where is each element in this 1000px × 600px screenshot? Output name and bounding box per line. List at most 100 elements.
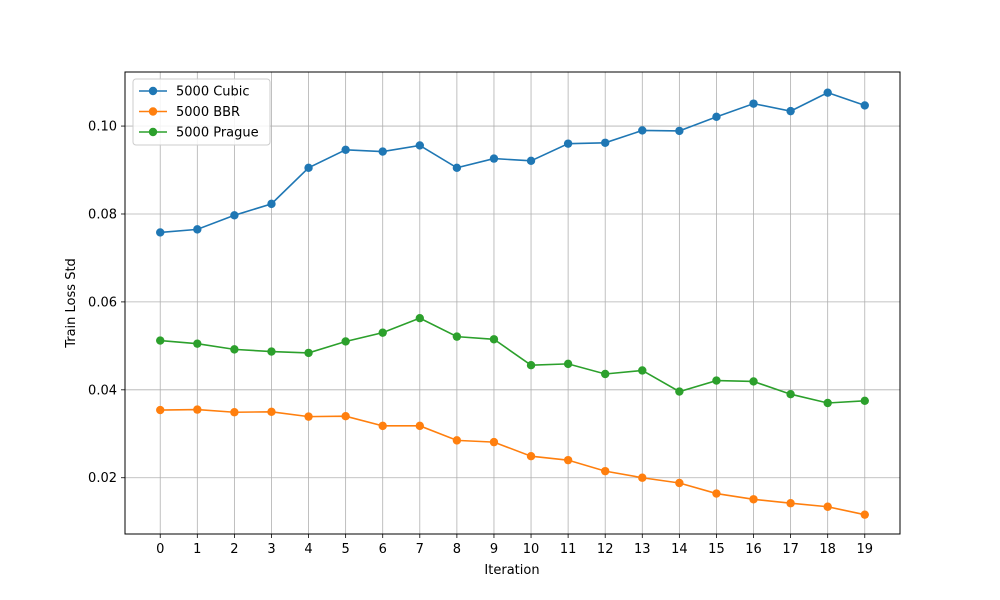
y-axis-ticks: 0.02 0.04 0.06 0.08 0.10 [88, 120, 125, 486]
data-point [563, 455, 573, 465]
data-point [860, 101, 869, 110]
data-point [823, 88, 832, 97]
series-0 [156, 88, 869, 237]
data-point [193, 339, 202, 348]
legend-label: 5000 Prague [176, 126, 259, 141]
data-point [415, 313, 424, 323]
data-point [786, 390, 795, 399]
data-point [749, 495, 758, 504]
data-point [823, 398, 832, 408]
data-point [193, 225, 202, 234]
data-point [712, 112, 721, 122]
x-tick-label: 4 [304, 542, 312, 557]
data-point [304, 348, 313, 358]
data-point [415, 421, 424, 431]
data-point [675, 126, 684, 136]
legend-item: 5000 BBR [139, 105, 240, 120]
data-point [230, 211, 239, 220]
data-point [675, 387, 684, 396]
data-point [378, 421, 387, 431]
data-point [267, 407, 276, 416]
data-point [749, 377, 758, 386]
series-2 [156, 313, 869, 408]
y-tick-label: 0.06 [88, 295, 117, 310]
data-point [638, 126, 647, 135]
x-tick-label: 15 [708, 542, 725, 557]
data-point [526, 156, 536, 165]
x-tick-label: 19 [856, 542, 873, 557]
data-point [489, 437, 499, 447]
x-tick-label: 1 [193, 542, 201, 557]
data-point [156, 228, 165, 237]
data-point [563, 359, 573, 369]
y-tick-label: 0.02 [88, 471, 117, 486]
legend-box [132, 78, 271, 146]
y-tick-label: 0.10 [88, 120, 117, 135]
x-tick-label: 16 [745, 542, 762, 557]
legend-item: 5000 Prague [139, 126, 259, 141]
series-line [160, 317, 865, 404]
data-point [452, 436, 462, 445]
x-axis-label: Iteration [484, 563, 539, 578]
data-point [526, 451, 536, 461]
data-point [526, 361, 536, 370]
data-point [823, 502, 832, 511]
data-point [304, 163, 313, 173]
x-tick-label: 17 [782, 542, 799, 557]
data-point [601, 466, 610, 476]
data-point [749, 99, 758, 108]
data-point [304, 412, 313, 421]
x-tick-label: 12 [597, 542, 614, 557]
data-point [563, 139, 573, 148]
x-tick-label: 11 [560, 542, 577, 557]
data-point [860, 396, 869, 406]
data-point [341, 337, 350, 346]
data-point [638, 366, 647, 375]
legend: 5000 Cubic 5000 BBR 5000 Prague [132, 78, 271, 146]
series-line [160, 408, 865, 516]
y-tick-label: 0.04 [88, 383, 117, 398]
y-axis-label: Train Loss Std [64, 258, 79, 349]
data-point [341, 145, 350, 155]
data-point [786, 499, 795, 508]
data-point [675, 478, 684, 488]
data-point [489, 335, 499, 344]
x-tick-label: 18 [819, 542, 836, 557]
data-point [267, 199, 276, 209]
data-point [378, 147, 387, 156]
x-tick-label: 3 [267, 542, 275, 557]
data-point [712, 489, 721, 498]
data-point [601, 369, 610, 379]
x-tick-label: 8 [453, 542, 461, 557]
x-tick-label: 13 [634, 542, 651, 557]
legend-marker [148, 127, 158, 137]
data-point [341, 411, 350, 421]
x-tick-label: 7 [416, 542, 424, 557]
data-point [267, 347, 276, 356]
data-point [156, 405, 165, 415]
data-point [638, 473, 647, 482]
x-tick-label: 5 [341, 542, 349, 557]
y-tick-label: 0.08 [88, 207, 117, 222]
legend-label: 5000 Cubic [176, 85, 250, 100]
data-point [860, 510, 869, 519]
x-axis-ticks: 0 1 2 3 4 5 6 7 8 9 10 11 12 13 14 15 16 17 18 19 [156, 534, 873, 557]
x-tick-label: 9 [490, 542, 498, 557]
data-point [489, 154, 499, 163]
series-1 [156, 405, 869, 519]
x-tick-label: 14 [671, 542, 688, 557]
data-point [193, 405, 202, 414]
x-tick-label: 0 [156, 542, 164, 557]
data-point [452, 163, 462, 173]
data-point [378, 328, 387, 337]
series-line [160, 91, 866, 234]
series-layer [156, 88, 869, 519]
legend-item: 5000 Cubic [139, 85, 250, 100]
plot-frame [124, 71, 901, 535]
data-point [415, 141, 424, 150]
data-point [230, 408, 239, 417]
x-tick-label: 6 [379, 542, 387, 557]
data-point [452, 332, 462, 341]
x-tick-label: 2 [230, 542, 238, 557]
